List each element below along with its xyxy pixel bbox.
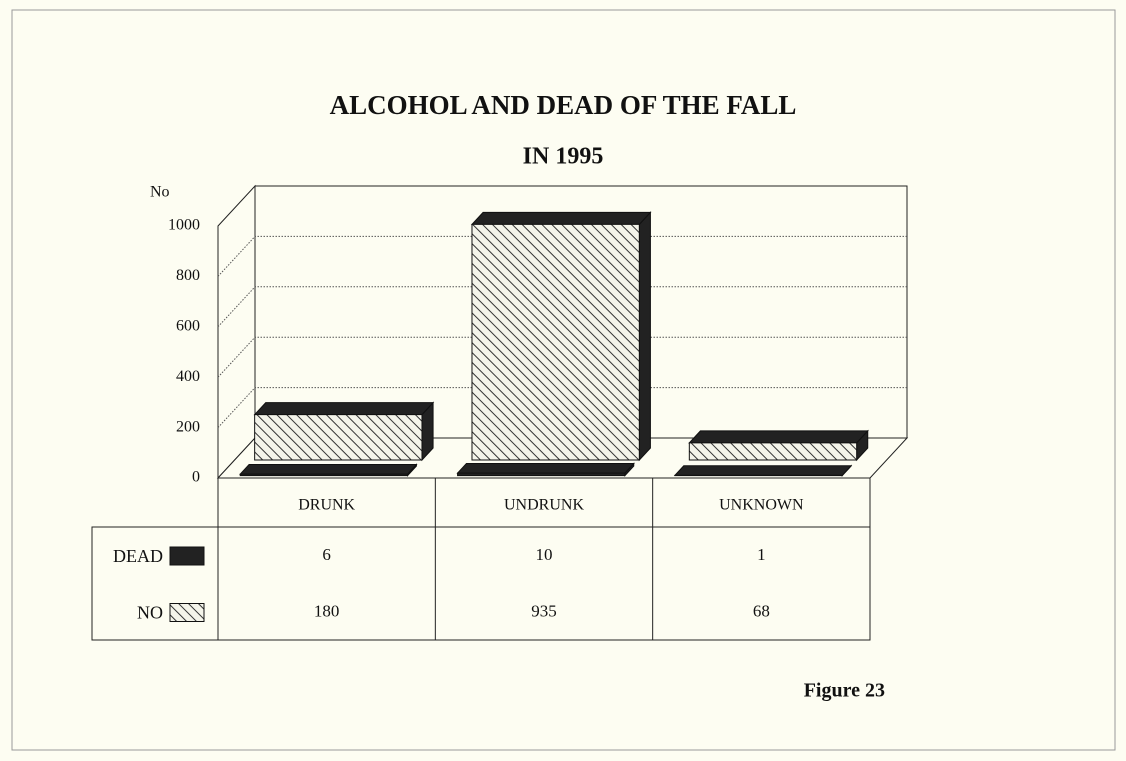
table-body-bg	[91, 526, 871, 641]
y-tick-label: 1000	[168, 217, 200, 234]
bar-top	[456, 462, 635, 474]
bar	[254, 414, 423, 461]
table-value: 68	[753, 601, 770, 620]
x-tick-label: UNKNOWN	[719, 497, 804, 514]
legend-label: DEAD	[113, 546, 163, 566]
bar	[239, 473, 409, 477]
side-wall	[217, 184, 256, 480]
legend-swatch	[169, 546, 205, 566]
bar-top	[253, 402, 435, 416]
y-tick-label: 0	[192, 469, 200, 486]
y-axis-label: No	[150, 184, 170, 201]
bar-side	[638, 211, 651, 462]
x-tick-label: DRUNK	[298, 497, 355, 514]
grid-line	[217, 387, 907, 428]
y-tick-label: 600	[176, 317, 200, 334]
chart-title: ALCOHOL AND DEAD OF THE FALL	[330, 90, 797, 120]
y-tick-label: 800	[176, 267, 200, 284]
legend-swatch	[169, 603, 205, 622]
table-value: 935	[531, 601, 557, 620]
grid-line	[217, 235, 907, 277]
grid-line	[217, 286, 907, 328]
chart-subtitle: IN 1995	[523, 144, 604, 170]
grid-line	[217, 336, 907, 378]
x-tick-label: UNDRUNK	[504, 497, 584, 514]
table-value: 6	[322, 545, 331, 564]
bar	[457, 472, 626, 477]
bar	[688, 442, 858, 461]
legend-label: NO	[137, 603, 163, 623]
y-tick-label: 200	[176, 418, 200, 435]
figure-label: Figure 23	[804, 680, 885, 702]
table-header-bg	[217, 477, 871, 528]
bar-top	[470, 211, 652, 225]
table-value: 10	[536, 545, 553, 564]
bar	[471, 223, 640, 461]
y-tick-label: 400	[176, 368, 200, 385]
bar-top	[239, 463, 418, 475]
bar-top	[673, 465, 853, 476]
table-value: 1	[757, 545, 766, 564]
bar-top	[688, 430, 869, 444]
table-value: 180	[314, 601, 340, 620]
